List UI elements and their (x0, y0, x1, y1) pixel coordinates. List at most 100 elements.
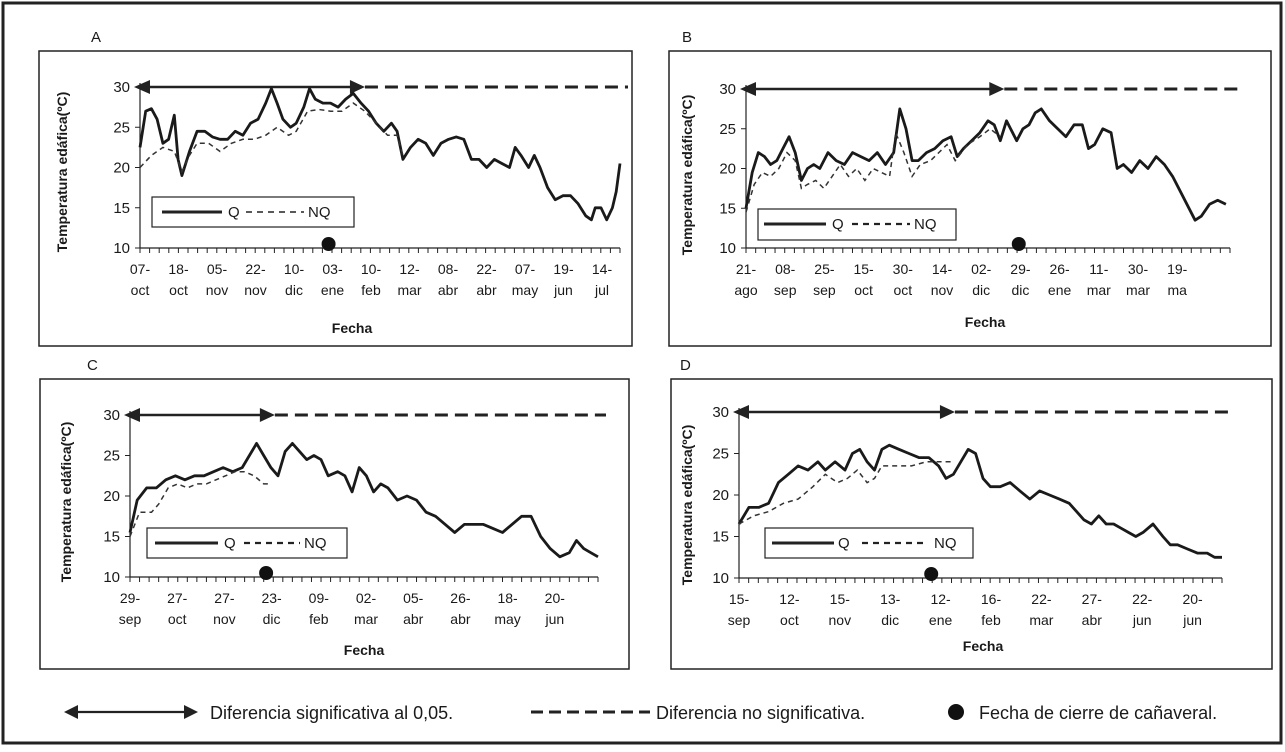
x-tick-label: abr (476, 282, 497, 298)
x-tick-label: abr (403, 611, 424, 627)
x-tick-label: oct (169, 282, 188, 298)
x-tick-label: may (494, 611, 520, 627)
x-tick-label: feb (981, 612, 1001, 628)
x-tick-label: dic (1011, 282, 1029, 298)
y-tick-label: 25 (719, 121, 736, 138)
x-tick-label: sep (774, 282, 797, 298)
x-tick-label: jun (1182, 612, 1202, 628)
y-tick-label: 25 (113, 119, 130, 136)
x-tick-label: oct (780, 612, 799, 628)
closure-marker-icon (259, 566, 274, 580)
x-tick-label: 12- (930, 591, 951, 607)
x-tick-label: 10- (284, 261, 305, 277)
x-tick-label: 30- (1128, 261, 1149, 277)
x-tick-label: 07- (515, 261, 536, 277)
x-tick-label: feb (309, 611, 329, 627)
x-tick-label: nov (213, 611, 236, 627)
y-tick-label: 15 (113, 200, 130, 217)
series-line-q (744, 107, 1227, 222)
x-tick-label: mar (1087, 282, 1111, 298)
series-line-nq (139, 102, 404, 174)
legend-nq-label: NQ (914, 216, 937, 233)
x-tick-label: oct (854, 282, 873, 298)
x-tick-label: 08- (438, 261, 459, 277)
x-tick-label: 15- (729, 591, 750, 607)
x-tick-label: 16- (981, 591, 1002, 607)
y-tick-label: 15 (719, 200, 736, 217)
x-tick-label: 30- (893, 261, 914, 277)
x-tick-label: may (512, 282, 538, 298)
y-axis-label: Temperatura edáfica(ºC) (58, 422, 74, 582)
legend: Q NQ (151, 196, 355, 228)
x-tick-label: jun (1132, 612, 1152, 628)
y-tick-label: 30 (719, 81, 736, 98)
y-axis-label: Temperatura edáfica(ºC) (679, 95, 695, 255)
x-axis-label: Fecha (344, 642, 385, 658)
x-tick-label: 21- (736, 261, 757, 277)
x-tick-label: 25- (814, 261, 835, 277)
x-tick-label: 11- (1089, 261, 1109, 277)
x-tick-label: 12- (779, 591, 800, 607)
legend-q-label: Q (838, 535, 850, 552)
panel-label: D (680, 357, 691, 374)
y-tick-label: 25 (712, 446, 729, 463)
closure-marker-icon (948, 704, 964, 720)
x-tick-label: ene (929, 612, 953, 628)
series-line-nq (129, 470, 271, 537)
series-line-nq (738, 461, 951, 525)
y-tick-label: 20 (719, 161, 736, 178)
x-axis-label: Fecha (332, 320, 373, 336)
x-tick-label: oct (168, 611, 187, 627)
y-tick-label: 15 (712, 529, 729, 546)
x-tick-label: 07- (130, 261, 151, 277)
legend-nq-label: NQ (304, 535, 327, 552)
x-tick-label: 20- (1182, 591, 1203, 607)
x-tick-label: nov (829, 612, 852, 628)
x-tick-label: 19- (553, 261, 574, 277)
x-tick-label: 23- (261, 590, 282, 606)
x-tick-label: sep (813, 282, 836, 298)
x-axis-label: Fecha (965, 314, 1006, 330)
x-tick-label: abr (450, 611, 471, 627)
x-tick-label: 29- (1010, 261, 1031, 277)
x-tick-label: dic (285, 282, 303, 298)
panel-d: D 10 15 20 25 30 15- sep 12- oct 15- nov 13- dic 12- e… (670, 357, 1273, 670)
panel-frame (39, 378, 630, 670)
x-tick-label: 18- (168, 261, 189, 277)
x-tick-label: jun (553, 282, 573, 298)
x-tick-label: ago (734, 282, 758, 298)
x-tick-label: ene (1048, 282, 1072, 298)
legend-q-label: Q (224, 535, 236, 552)
x-tick-label: dic (881, 612, 899, 628)
legend: Q NQ (146, 527, 348, 559)
y-tick-label: 20 (712, 487, 729, 504)
x-tick-label: oct (131, 282, 150, 298)
x-tick-label: mar (354, 611, 378, 627)
y-tick-label: 15 (103, 529, 120, 546)
significant-arrow-head-right (259, 408, 275, 422)
x-tick-label: dic (263, 611, 281, 627)
closure-marker-icon (321, 237, 336, 251)
x-tick-label: 15- (830, 591, 851, 607)
x-tick-label: mar (1029, 612, 1053, 628)
x-tick-label: 14- (932, 261, 953, 277)
x-tick-label: 29- (120, 590, 141, 606)
x-tick-label: 14- (592, 261, 613, 277)
y-tick-label: 30 (113, 79, 130, 96)
x-tick-label: ma (1167, 282, 1187, 298)
significant-arrow-head-right (989, 82, 1005, 96)
legend-nq-label: NQ (934, 535, 957, 552)
x-tick-label: 10- (361, 261, 382, 277)
legend-nq-label: NQ (308, 204, 331, 221)
y-tick-label: 10 (712, 570, 729, 587)
legend-q-label: Q (832, 216, 844, 233)
x-tick-label: mar (1126, 282, 1150, 298)
significant-arrow-head-right (184, 705, 198, 719)
x-tick-label: 05- (403, 590, 424, 606)
chart-body: 10 15 20 25 30 07- oct 18- oct 05- nov 22- nov 10- dic… (113, 79, 628, 298)
chart-body: 10 15 20 25 30 21- ago 08- sep 25- sep 15- oct 30- oct… (719, 81, 1238, 298)
panel-a: A 10 15 20 25 30 07- oct 18- oct 05- nov 22- nov 10- d… (38, 29, 633, 347)
x-tick-label: nov (244, 282, 267, 298)
